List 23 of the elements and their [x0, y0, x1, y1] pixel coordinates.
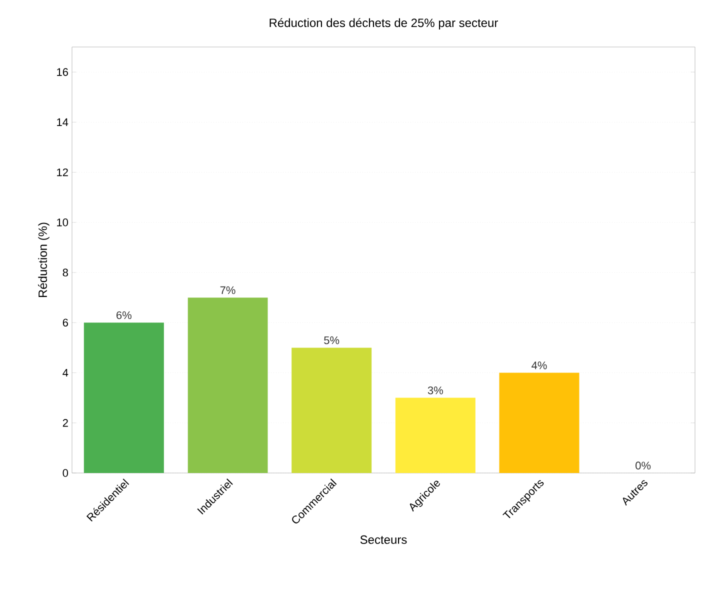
y-axis-title: Réduction (%)	[38, 222, 50, 298]
data-label: 6%	[116, 311, 132, 320]
y-tick-label: 2	[62, 419, 68, 427]
y-tick-label: 14	[57, 118, 68, 126]
y-tick-label: 12	[57, 168, 68, 176]
y-tick-label: 6	[62, 318, 68, 327]
y-tick-label: 10	[57, 218, 68, 226]
y-tick-label: 0	[62, 469, 68, 477]
data-label: 4%	[532, 362, 547, 370]
data-label: 3%	[428, 386, 443, 394]
bar	[499, 372, 580, 473]
bar	[84, 322, 164, 473]
data-label: 7%	[220, 286, 236, 294]
y-tick-label: 16	[57, 68, 68, 76]
y-tick-label: 4	[62, 368, 68, 377]
y-tick-label: 8	[62, 268, 68, 276]
bar	[395, 398, 476, 473]
bar	[292, 348, 372, 473]
data-label: 5%	[324, 336, 340, 344]
x-axis-title: Secteurs	[360, 535, 407, 544]
chart-title: Réduction des déchets de 25% par secteur	[270, 18, 498, 30]
bar	[188, 298, 268, 473]
data-label: 0%	[636, 462, 651, 470]
